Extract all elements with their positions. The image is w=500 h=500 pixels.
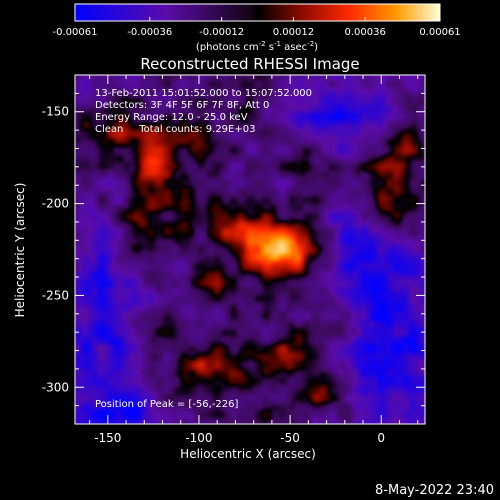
image-map [75,75,425,424]
annotation-time: 13-Feb-2011 15:01:52.000 to 15:07:52.000 [95,88,312,99]
x-tick-label: 0 [377,431,385,445]
y-tick-label: -150 [42,105,69,119]
timestamp: 8-May-2022 23:40 [375,483,494,498]
x-tick-label: -50 [280,431,300,445]
annotation-energy: Energy Range: 12.0 - 25.0 keV [95,112,248,123]
colorbar-tick-label: -0.00061 [53,27,98,38]
y-tick-label: -200 [42,197,69,211]
colorbar-tick-label: -0.00036 [127,27,172,38]
x-tick-label: -100 [185,431,212,445]
x-tick-label: -150 [94,431,121,445]
y-tick-label: -250 [42,288,69,302]
peak-position-label: Position of Peak = [-56,-226] [95,399,239,410]
info-annotations: 13-Feb-2011 15:01:52.000 to 15:07:52.000… [95,88,312,410]
colorbar-tick-label: 0.00036 [345,27,386,38]
colorbar-tick-label: 0.00061 [419,27,460,38]
plot-frame [74,74,426,425]
x-axis-ticks: -150 -100 -50 0 [89,75,419,445]
colorbar: -0.00061 -0.00036 -0.00012 0.00012 0.00036 0.… [53,3,461,53]
x-axis-label: Heliocentric X (arcsec) [180,447,316,461]
colorbar-ticks: -0.00061 -0.00036 -0.00012 0.00012 0.00036 0.… [53,17,461,38]
colorbar-gradient [74,3,441,22]
colorbar-unit-label: (photons cm-2 s-1 asec-2) [196,40,318,53]
y-axis-label: Heliocentric Y (arcsec) [13,183,27,318]
annotation-detectors: Detectors: 3F 4F 5F 6F 7F 8F, Att 0 [95,100,269,111]
y-tick-label: -300 [42,380,69,394]
y-axis-ticks: -150 -200 -250 -300 [42,74,425,425]
colorbar-tick-label: -0.00012 [199,27,244,38]
colorbar-tick-label: 0.00012 [273,27,314,38]
annotation-counts: Clean Total counts: 9.29E+03 [95,124,255,135]
heatmap-image [75,75,425,424]
chart-title: Reconstructed RHESSI Image [140,55,359,73]
